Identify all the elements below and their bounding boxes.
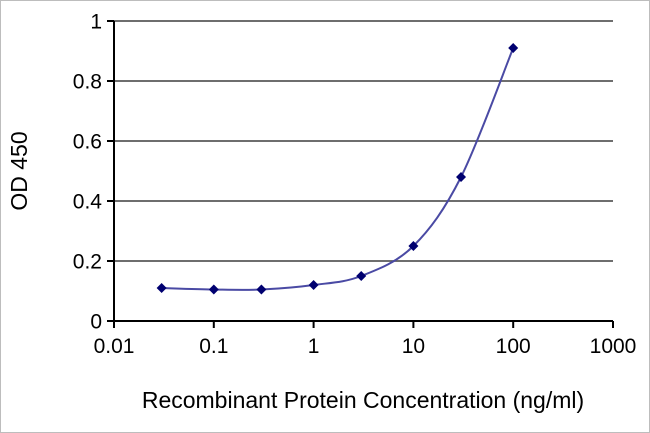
series-line xyxy=(161,47,515,291)
data-point-marker xyxy=(208,284,219,295)
data-point-marker xyxy=(508,43,519,53)
x-tick-label: 10 xyxy=(402,335,425,358)
x-tick-label: 1000 xyxy=(590,335,637,358)
data-point-marker xyxy=(308,280,319,290)
data-point-marker xyxy=(256,284,267,295)
x-tick-label: 0.1 xyxy=(199,335,228,358)
gridlines xyxy=(114,20,613,262)
data-point-marker xyxy=(456,172,467,182)
y-tick-label: 0.8 xyxy=(73,70,102,93)
y-axis-title: OD 450 xyxy=(6,131,32,210)
tick-labels: 0 0.2 0.4 0.6 0.8 1 0.01 0.1 1 10 100 1000 xyxy=(73,10,637,358)
data-point-marker xyxy=(356,271,367,281)
y-tick-label: 0.2 xyxy=(73,250,102,273)
y-tick-label: 0 xyxy=(90,310,102,333)
axes xyxy=(113,21,613,322)
plot-area: 0 0.2 0.4 0.6 0.8 1 0.01 0.1 1 10 100 1000 xyxy=(73,10,637,358)
x-tick-label: 1 xyxy=(308,335,320,358)
x-tick-label: 100 xyxy=(496,335,531,358)
y-tick-label: 0.6 xyxy=(73,130,102,153)
y-tick-label: 0.4 xyxy=(73,190,103,213)
x-tick-label: 0.01 xyxy=(94,335,135,358)
x-axis-title: Recombinant Protein Concentration (ng/ml… xyxy=(142,387,584,413)
tick-marks xyxy=(107,20,614,328)
y-tick-label: 1 xyxy=(90,10,102,33)
series-markers xyxy=(156,43,519,295)
data-point-marker xyxy=(156,283,167,293)
data-point-marker xyxy=(408,241,419,251)
